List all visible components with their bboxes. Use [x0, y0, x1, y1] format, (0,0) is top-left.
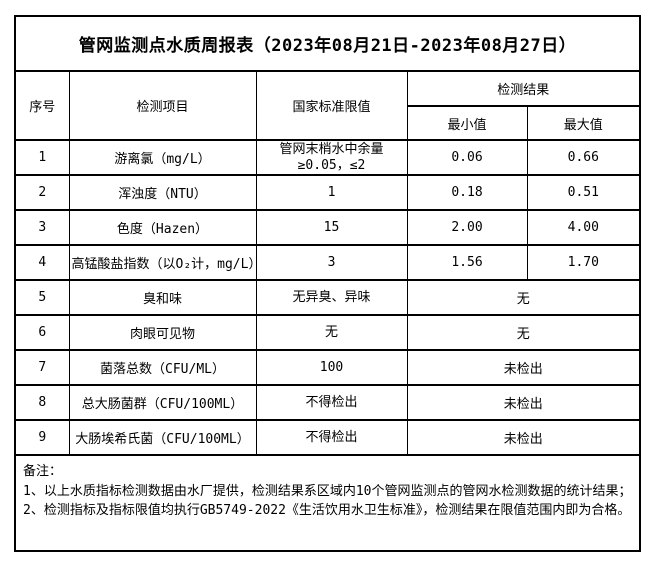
- max-value-cell: 0.51: [526, 174, 641, 211]
- item-cell: 大肠埃希氏菌（CFU/100ML）: [68, 419, 257, 456]
- table-row: 管网监测点水质周报表（2023年08月21日-2023年08月27日）: [14, 15, 641, 72]
- row-index-cell: 9: [14, 419, 70, 456]
- item-cell: 总大肠菌群（CFU/100ML）: [68, 384, 257, 421]
- min-value-cell: 2.00: [406, 209, 528, 246]
- standard-cell: 无: [255, 314, 408, 351]
- col-header-standard: 国家标准限值: [255, 70, 408, 141]
- table-row: 备注： 1、以上水质指标检测数据由水厂提供，检测结果系区域内10个管网监测点的管…: [14, 454, 641, 552]
- table-row: 1 游离氯（mg/L） 管网末梢水中余量≥0.05，≤2 0.06 0.66: [14, 139, 641, 176]
- result-cell: 无: [406, 314, 641, 351]
- notes-label: 备注：: [23, 464, 63, 479]
- col-header-item: 检测项目: [68, 70, 257, 141]
- min-value-cell: 0.06: [406, 139, 528, 176]
- report-title: 管网监测点水质周报表（2023年08月21日-2023年08月27日）: [14, 15, 641, 72]
- standard-cell: 不得检出: [255, 419, 408, 456]
- table-row: 8 总大肠菌群（CFU/100ML） 不得检出 未检出: [14, 384, 641, 421]
- item-cell: 浑浊度（NTU）: [68, 174, 257, 211]
- table-header-row: 序号 检测项目 国家标准限值 检测结果: [14, 70, 641, 141]
- max-value-cell: 0.66: [526, 139, 641, 176]
- row-index-cell: 4: [14, 244, 70, 281]
- table-row: 5 臭和味 无异臭、异味 无: [14, 279, 641, 316]
- note-line-1: 1、以上水质指标检测数据由水厂提供，检测结果系区域内10个管网监测点的管网水检测…: [23, 483, 632, 499]
- min-value-cell: 0.18: [406, 174, 528, 211]
- table-row: 6 肉眼可见物 无 无: [14, 314, 641, 351]
- standard-cell: 管网末梢水中余量≥0.05，≤2: [255, 139, 408, 176]
- standard-cell: 100: [255, 349, 408, 386]
- result-cell: 未检出: [406, 349, 641, 386]
- row-index-cell: 6: [14, 314, 70, 351]
- standard-cell: 3: [255, 244, 408, 281]
- row-index-cell: 8: [14, 384, 70, 421]
- item-cell: 高锰酸盐指数（以O₂计，mg/L）: [68, 244, 257, 281]
- note-line-2: 2、检测指标及指标限值均执行GB5749-2022《生活饮用水卫生标准》，检测结…: [23, 503, 631, 518]
- max-value-cell: 4.00: [526, 209, 641, 246]
- table-row: 2 浑浊度（NTU） 1 0.18 0.51: [14, 174, 641, 211]
- notes-section: 备注： 1、以上水质指标检测数据由水厂提供，检测结果系区域内10个管网监测点的管…: [14, 454, 641, 552]
- result-cell: 未检出: [406, 384, 641, 421]
- table-row: 3 色度（Hazen） 15 2.00 4.00: [14, 209, 641, 246]
- standard-cell: 15: [255, 209, 408, 246]
- standard-cell: 不得检出: [255, 384, 408, 421]
- item-cell: 臭和味: [68, 279, 257, 316]
- standard-cell: 1: [255, 174, 408, 211]
- table-row: 4 高锰酸盐指数（以O₂计，mg/L） 3 1.56 1.70: [14, 244, 641, 281]
- table-header-row: 最小值 最大值: [15, 105, 641, 141]
- item-cell: 色度（Hazen）: [68, 209, 257, 246]
- item-cell: 肉眼可见物: [68, 314, 257, 351]
- max-value-cell: 1.70: [526, 244, 641, 281]
- col-header-result-group: 检测结果: [406, 70, 641, 107]
- standard-cell: 无异臭、异味: [255, 279, 408, 316]
- item-cell: 游离氯（mg/L）: [68, 139, 257, 176]
- table-row: 9 大肠埃希氏菌（CFU/100ML） 不得检出 未检出: [14, 419, 641, 456]
- min-value-cell: 1.56: [406, 244, 528, 281]
- item-cell: 菌落总数（CFU/ML）: [68, 349, 257, 386]
- row-index-cell: 1: [14, 139, 70, 176]
- result-cell: 未检出: [406, 419, 641, 456]
- table-row: 7 菌落总数（CFU/ML） 100 未检出: [14, 349, 641, 386]
- row-index-cell: 2: [14, 174, 70, 211]
- col-header-min: 最小值: [406, 105, 528, 141]
- row-index-cell: 5: [14, 279, 70, 316]
- result-cell: 无: [406, 279, 641, 316]
- water-quality-report-table: 管网监测点水质周报表（2023年08月21日-2023年08月27日） 序号 检…: [14, 15, 642, 552]
- col-header-max: 最大值: [526, 105, 641, 141]
- row-index-cell: 7: [14, 349, 70, 386]
- row-index-cell: 3: [14, 209, 70, 246]
- col-header-index: 序号: [14, 70, 70, 141]
